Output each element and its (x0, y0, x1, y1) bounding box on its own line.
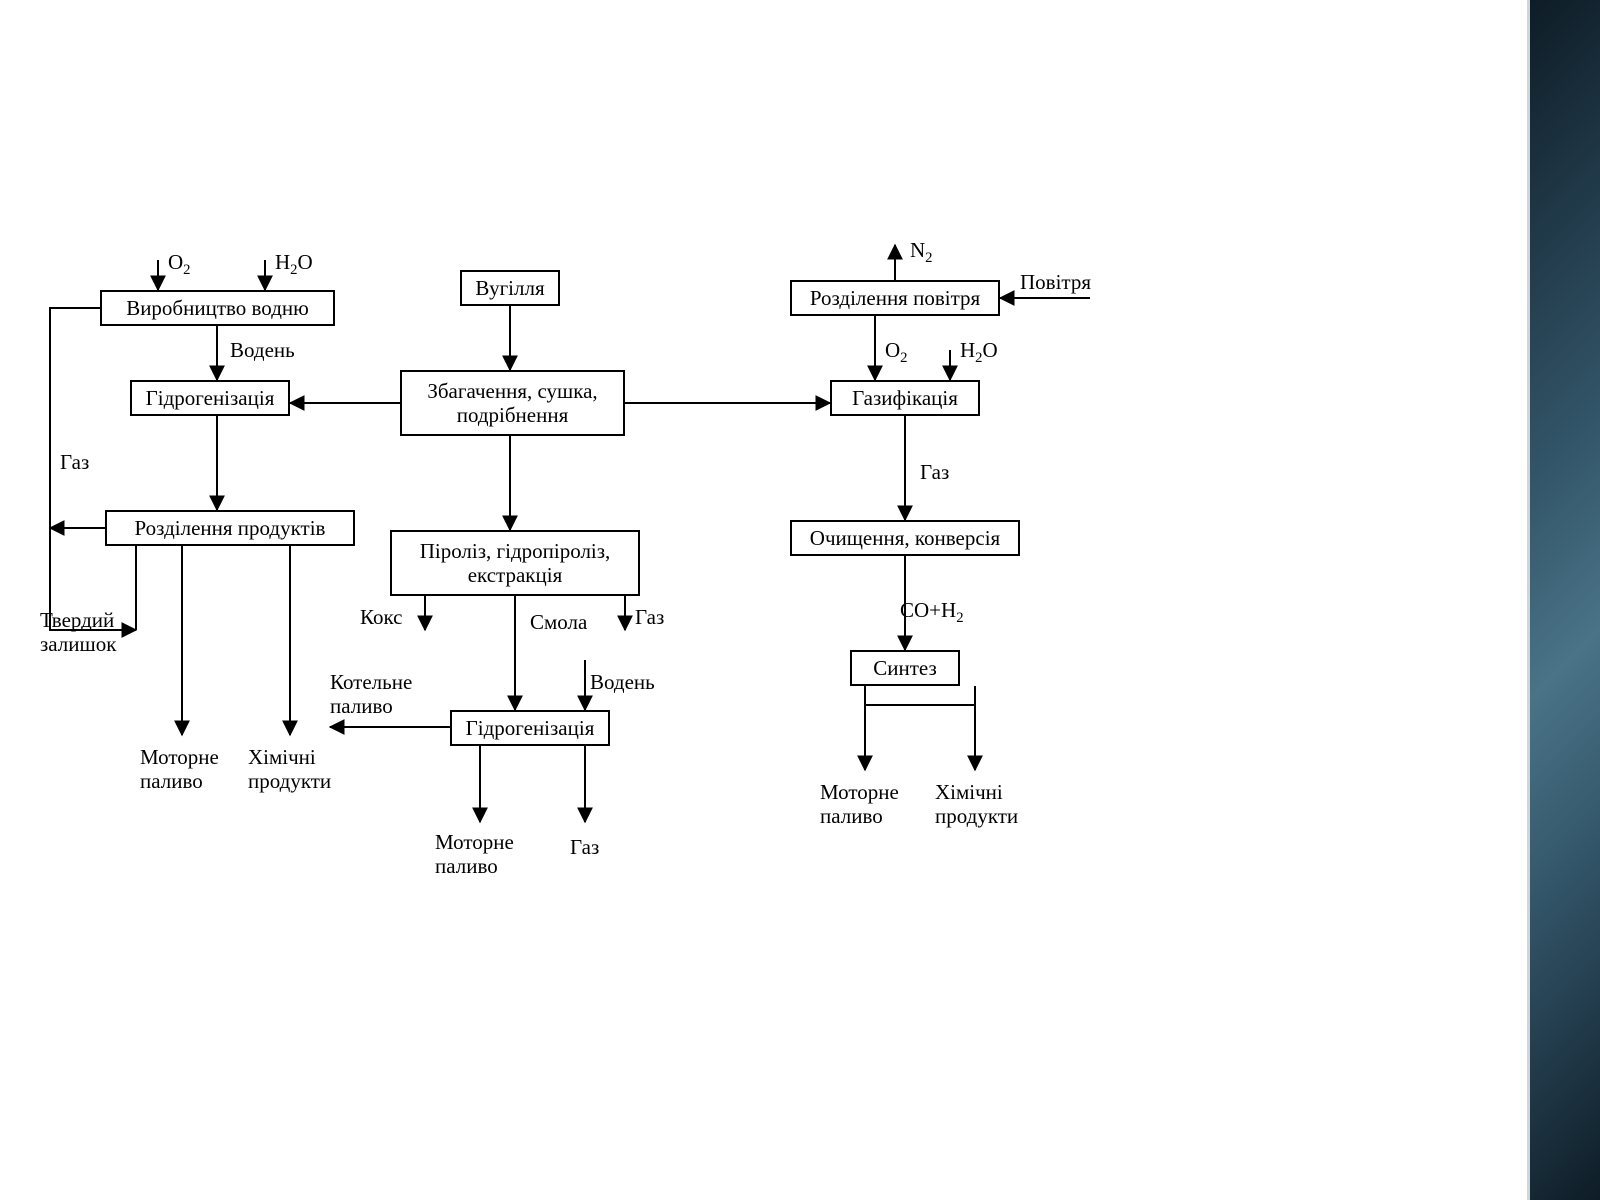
label-l_motor2: Моторнепаливо (435, 830, 514, 878)
label-l_chem3: Хімічніпродукти (935, 780, 1018, 828)
flowchart-diagram: Виробництво водню Гідрогенізація Розділенн… (30, 210, 1230, 1030)
node-n_hydro2: Гідрогенізація (450, 710, 610, 746)
label-l_kotel: Котельнепаливо (330, 670, 412, 718)
node-n_split: Розділення продуктів (105, 510, 355, 546)
label-l_gas_out: Газ (570, 835, 599, 859)
label-l_solid: Твердийзалишок (40, 608, 116, 656)
node-n_clean: Очищення, конверсія (790, 520, 1020, 556)
label-l_smola: Смола (530, 610, 587, 634)
node-n_h2prod: Виробництво водню (100, 290, 335, 326)
node-n_hydro1: Гідрогенізація (130, 380, 290, 416)
label-l_gas_mid: Газ (635, 605, 664, 629)
label-l_voden2: Водень (590, 670, 655, 694)
side-stripe (1527, 0, 1600, 1200)
node-n_airsep: Розділення повітря (790, 280, 1000, 316)
label-l_h2o_r: H2O (960, 338, 998, 367)
node-n_coal: Вугілля (460, 270, 560, 306)
label-l_o2_in: O2 (168, 250, 191, 279)
label-l_motor1: Моторнепаливо (140, 745, 219, 793)
edge (865, 686, 975, 705)
label-l_chem1: Хімічніпродукти (248, 745, 331, 793)
label-l_voden: Водень (230, 338, 295, 362)
node-n_gasif: Газифікація (830, 380, 980, 416)
edges-layer (30, 210, 1230, 1030)
label-l_o2_r: O2 (885, 338, 908, 367)
node-n_synth: Синтез (850, 650, 960, 686)
label-l_gas_r: Газ (920, 460, 949, 484)
node-n_enrich: Збагачення, сушка, подрібнення (400, 370, 625, 436)
label-l_motor3: Моторнепаливо (820, 780, 899, 828)
label-l_h2o_in: H2O (275, 250, 313, 279)
label-l_air: Повітря (1020, 270, 1091, 294)
label-l_n2: N2 (910, 238, 933, 267)
slide-canvas: Виробництво водню Гідрогенізація Розділенн… (0, 0, 1600, 1200)
label-l_koks: Кокс (360, 605, 402, 629)
label-l_gas_left: Газ (60, 450, 89, 474)
label-l_coh2: CO+H2 (900, 598, 964, 627)
node-n_pyro: Піроліз, гідропіроліз, екстракція (390, 530, 640, 596)
